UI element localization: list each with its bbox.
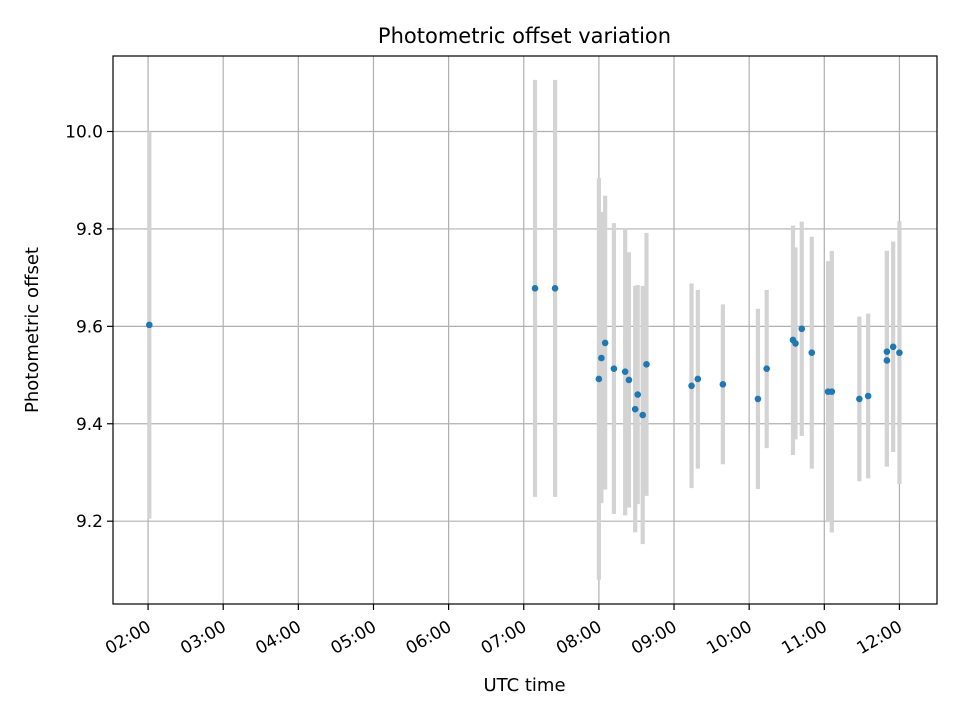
data-point bbox=[889, 343, 897, 351]
data-point bbox=[792, 340, 799, 347]
data-point bbox=[883, 357, 891, 364]
y-tick-label: 9.2 bbox=[76, 512, 103, 532]
data-point bbox=[551, 285, 559, 292]
data-points bbox=[146, 285, 903, 419]
data-point bbox=[531, 285, 539, 292]
data-point bbox=[631, 405, 639, 413]
data-point bbox=[610, 365, 618, 373]
data-point bbox=[601, 339, 609, 347]
data-point bbox=[643, 361, 650, 368]
data-point bbox=[883, 348, 891, 355]
data-point bbox=[146, 321, 153, 329]
y-axis-ticks: 9.2 9.4 9.6 9.8 10.0 bbox=[65, 123, 113, 532]
data-point bbox=[595, 375, 603, 383]
data-point bbox=[694, 375, 702, 383]
data-point bbox=[856, 395, 863, 403]
data-point bbox=[634, 391, 642, 398]
data-point bbox=[864, 392, 872, 400]
data-point bbox=[754, 395, 762, 403]
y-tick-label: 9.6 bbox=[76, 317, 103, 337]
data-point bbox=[828, 388, 836, 395]
data-point bbox=[621, 368, 629, 375]
plot-area-frame bbox=[112, 55, 938, 605]
y-tick-label: 10.0 bbox=[65, 123, 103, 143]
data-point bbox=[598, 354, 605, 362]
data-point bbox=[808, 349, 816, 356]
chart-title: Photometric offset variation bbox=[378, 24, 671, 48]
x-axis-label: UTC time bbox=[483, 675, 565, 696]
y-axis-label: Photometric offset bbox=[22, 247, 43, 413]
data-point bbox=[625, 376, 633, 384]
data-point bbox=[798, 325, 806, 333]
y-tick-label: 9.8 bbox=[76, 220, 103, 240]
data-point bbox=[896, 349, 903, 356]
data-point bbox=[719, 381, 727, 388]
data-point bbox=[688, 382, 695, 390]
data-point bbox=[763, 365, 770, 373]
y-tick-label: 9.4 bbox=[76, 415, 103, 435]
data-point bbox=[639, 411, 647, 419]
